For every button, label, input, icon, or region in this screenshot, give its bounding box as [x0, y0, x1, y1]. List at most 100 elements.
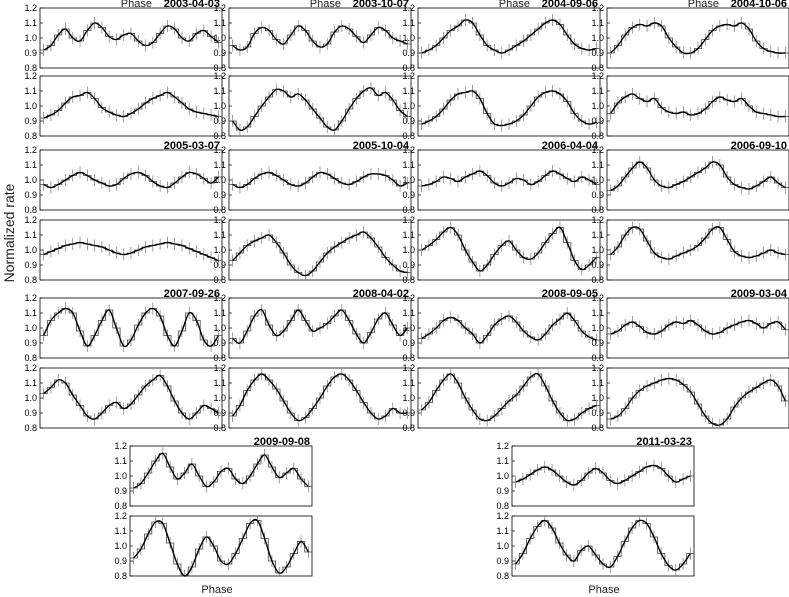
- y-tick-label: 0.8: [114, 571, 127, 581]
- y-tick-label: 0.9: [24, 260, 37, 270]
- panel-phase-label: Phase: [310, 0, 341, 10]
- y-tick-label: 1.1: [24, 378, 37, 388]
- top-fit-line: [233, 26, 408, 50]
- y-tick-label: 1.0: [213, 245, 226, 255]
- y-tick-label: 1.1: [591, 230, 604, 240]
- y-tick-label: 1.0: [213, 323, 226, 333]
- y-tick-label: 0.9: [114, 486, 127, 496]
- y-tick-label: 1.2: [114, 511, 127, 521]
- axes-frame: [229, 220, 411, 280]
- panel-phase-label: Phase: [688, 0, 719, 10]
- y-tick-label: 1.2: [213, 145, 226, 155]
- axes-frame: [229, 150, 411, 210]
- subplot-top-10: 0.80.91.01.11.2: [402, 293, 600, 363]
- y-tick-label: 0.9: [591, 408, 604, 418]
- subplot-bottom-13: 0.8 0.9 1.0 1.1 1.2: [496, 511, 694, 581]
- subplot-top-7: 0.80.91.01.11.2: [591, 145, 789, 215]
- y-tick-label: 1.1: [402, 378, 415, 388]
- y-tick-label: 1.0: [114, 541, 127, 551]
- y-tick-label: 0.9: [496, 486, 509, 496]
- y-tick-label: 0.8: [591, 205, 604, 215]
- y-tick-label: 1.1: [496, 456, 509, 466]
- y-tick-label: 1.1: [402, 160, 415, 170]
- y-tick-label: 0.9: [24, 338, 37, 348]
- y-tick-label: 1.2: [213, 71, 226, 81]
- y-tick-label: 0.8: [402, 205, 415, 215]
- panel-title: 2004-10-06: [731, 0, 787, 10]
- subplot-bottom-7: 0.8 0.9 1.0 1.1 1.2: [591, 215, 789, 285]
- y-tick-label: 1.2: [591, 145, 604, 155]
- y-tick-label: 0.9: [402, 408, 415, 418]
- y-tick-label: 1.0: [496, 471, 509, 481]
- bottom-fit-line: [44, 92, 219, 118]
- y-tick-label: 1.0: [213, 33, 226, 43]
- y-tick-label: 0.8: [591, 353, 604, 363]
- y-tick-label: 1.1: [402, 18, 415, 28]
- y-tick-label: 1.0: [591, 245, 604, 255]
- bottom-histogram: [418, 228, 600, 272]
- bottom-histogram: [40, 376, 222, 420]
- y-tick-label: 0.9: [591, 338, 604, 348]
- y-tick-label: 1.2: [402, 71, 415, 81]
- panel-title: 2005-03-07: [164, 140, 220, 152]
- y-tick-label: 0.9: [24, 408, 37, 418]
- y-tick-label: 0.9: [213, 48, 226, 58]
- y-tick-label: 0.9: [402, 190, 415, 200]
- y-tick-label: 1.2: [213, 363, 226, 373]
- y-tick-label: 1.0: [591, 393, 604, 403]
- y-tick-label: 0.8: [402, 275, 415, 285]
- axes-frame: [40, 298, 222, 358]
- y-tick-label: 1.0: [402, 393, 415, 403]
- subplot-top-6: 0.80.91.01.11.2: [402, 145, 600, 215]
- y-tick-label: 1.0: [24, 393, 37, 403]
- y-tick-label: 1.1: [496, 526, 509, 536]
- y-tick-label: 0.9: [213, 338, 226, 348]
- y-tick-label: 1.0: [402, 175, 415, 185]
- y-tick-label: 1.2: [591, 363, 604, 373]
- y-tick-label: 1.0: [24, 175, 37, 185]
- y-tick-label: 1.1: [213, 18, 226, 28]
- subplot-top-8: 0.80.91.01.11.2: [24, 293, 222, 363]
- subplot-top-0: 0.8 0.9 1.0 1.1 1.2: [24, 3, 222, 73]
- y-tick-label: 0.9: [24, 48, 37, 58]
- panel-title: 2005-10-04: [353, 140, 410, 152]
- y-tick-label: 1.0: [24, 245, 37, 255]
- y-tick-label: 0.8: [24, 131, 37, 141]
- y-tick-label: 0.8: [402, 353, 415, 363]
- subplot-bottom-9: 0.8 0.9 1.0 1.1 1.2: [213, 363, 411, 433]
- top-fit-line: [134, 453, 309, 488]
- y-tick-label: 0.8: [24, 423, 37, 433]
- subplot-bottom-12: 0.8 0.9 1.0 1.1 1.2: [114, 511, 312, 581]
- y-tick-label: 1.2: [591, 71, 604, 81]
- y-tick-label: 0.9: [591, 116, 604, 126]
- y-axis-label: Normalized rate: [1, 183, 17, 282]
- subplot-bottom-4: 0.80.91.01.11.2: [24, 215, 222, 285]
- y-tick-label: 1.2: [591, 215, 604, 225]
- subplot-bottom-6: 0.8 0.9 1.0 1.1 1.2: [402, 215, 600, 285]
- y-tick-label: 1.0: [402, 323, 415, 333]
- panel-title: 2003-04-03: [164, 0, 220, 10]
- y-tick-label: 1.1: [402, 308, 415, 318]
- panel-title: 2009-03-04: [731, 288, 788, 300]
- panel-title: 2007-09-26: [164, 288, 220, 300]
- bottom-histogram: [229, 232, 411, 276]
- panel-title: 2009-09-08: [254, 436, 310, 448]
- y-tick-label: 1.1: [591, 378, 604, 388]
- y-tick-label: 1.2: [114, 441, 127, 451]
- x-axis-label-left: Phase: [201, 584, 232, 596]
- y-tick-label: 0.8: [213, 423, 226, 433]
- subplot-top-12: 0.80.91.01.11.2: [114, 441, 312, 511]
- y-tick-label: 1.1: [213, 308, 226, 318]
- y-tick-label: 1.1: [24, 86, 37, 96]
- y-tick-label: 1.1: [213, 378, 226, 388]
- y-tick-label: 0.9: [213, 408, 226, 418]
- y-tick-label: 0.9: [213, 260, 226, 270]
- axes-frame: [418, 220, 600, 280]
- y-tick-label: 0.8: [496, 501, 509, 511]
- y-tick-label: 1.2: [591, 293, 604, 303]
- axes-frame: [418, 298, 600, 358]
- subplot-bottom-1: 0.80.91.01.11.2: [213, 71, 411, 141]
- y-tick-label: 1.2: [402, 293, 415, 303]
- y-tick-label: 1.0: [213, 393, 226, 403]
- panel-title: 2008-04-02: [353, 288, 409, 300]
